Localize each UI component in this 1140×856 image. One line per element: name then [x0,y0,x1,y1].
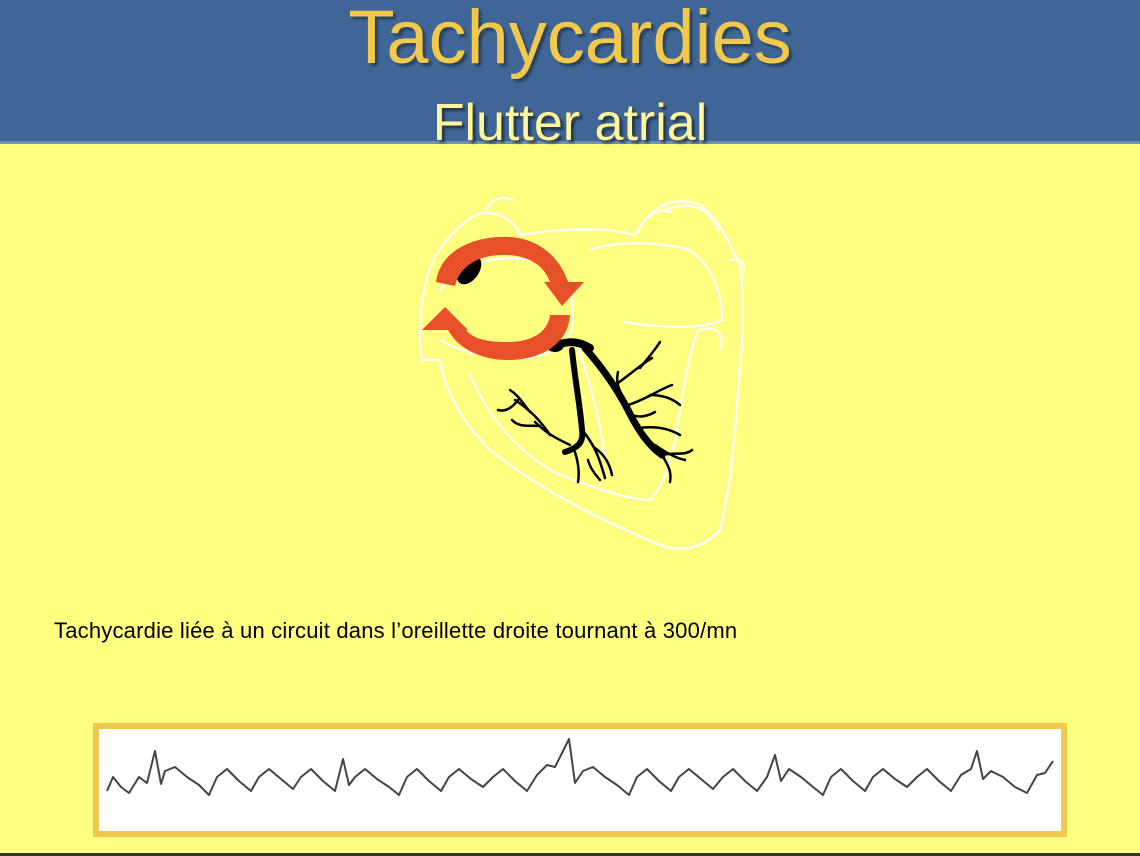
heart-diagram [418,196,746,550]
conduction-system-icon [456,255,694,484]
slide-subtitle: Flutter atrial [432,94,708,152]
slide-bottom-rule [0,853,1140,856]
heart-outline-icon [418,196,746,550]
header-bar: Tachycardies Flutter atrial [0,0,1140,152]
slide-title: Tachycardies [348,0,792,80]
diagram-caption: Tachycardie liée à un circuit dans l’ore… [54,618,738,643]
ecg-trace-icon [106,738,1054,796]
circular-arrows-icon [422,236,584,360]
ecg-strip [93,723,1067,837]
